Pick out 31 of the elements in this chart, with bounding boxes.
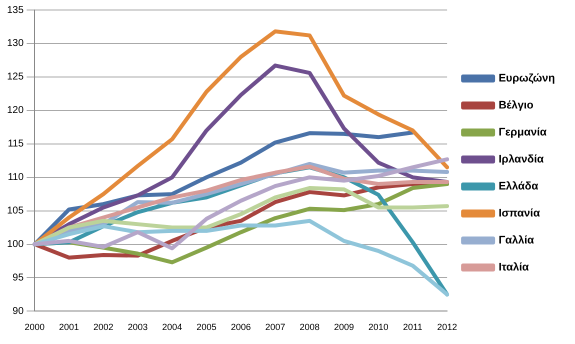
y-tick-label: 135 <box>6 4 24 16</box>
legend-label: Γερμανία <box>498 126 547 139</box>
x-tick-label: 2005 <box>196 322 217 332</box>
x-tick-label: 2007 <box>265 322 286 332</box>
x-tick-label: 2008 <box>300 322 320 332</box>
y-tick-label: 120 <box>6 105 24 116</box>
legend-label: Ισπανία <box>498 208 540 220</box>
x-tick-label: 2006 <box>230 322 251 332</box>
y-tick-label: 110 <box>8 172 24 184</box>
legend-label: Ιταλία <box>498 262 530 274</box>
x-tick-label: 2000 <box>24 322 45 332</box>
x-tick-label: 2011 <box>403 322 422 332</box>
y-tick-label: 125 <box>6 72 24 83</box>
y-tick-label: 90 <box>12 306 24 317</box>
y-tick-label: 100 <box>6 239 24 250</box>
x-tick-label: 2002 <box>93 322 114 332</box>
y-tick-label: 105 <box>6 206 24 217</box>
legend-label: Ευρωζώνη <box>498 72 556 85</box>
x-tick-label: 2010 <box>368 322 388 332</box>
legend-label: Βέλγιο <box>498 100 534 112</box>
y-tick-label: 95 <box>12 272 24 284</box>
legend-label: Ιρλανδία <box>498 154 544 166</box>
y-tick-label: 130 <box>6 38 24 50</box>
x-tick-label: 2003 <box>128 322 148 332</box>
x-tick-label: 2009 <box>334 322 354 332</box>
x-tick-label: 2001 <box>59 322 80 332</box>
legend-label: Ελλάδα <box>498 180 538 193</box>
x-tick-label: 2012 <box>437 322 458 332</box>
legend-label: Γαλλία <box>498 234 534 247</box>
x-tick-label: 2004 <box>162 322 182 332</box>
y-tick-label: 115 <box>8 138 24 150</box>
